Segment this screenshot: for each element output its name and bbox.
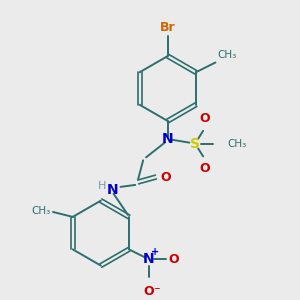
Text: O: O [143, 285, 154, 298]
Text: Br: Br [160, 21, 176, 34]
Text: N: N [162, 132, 173, 146]
Text: O: O [160, 171, 171, 184]
Text: O: O [200, 112, 210, 125]
Text: CH₃: CH₃ [228, 139, 247, 148]
Text: O: O [168, 253, 178, 266]
Text: ⁻: ⁻ [153, 285, 160, 298]
Text: H: H [98, 181, 106, 191]
Text: N: N [107, 183, 118, 197]
Text: CH₃: CH₃ [218, 50, 237, 61]
Text: CH₃: CH₃ [32, 206, 51, 216]
Text: S: S [190, 136, 200, 151]
Text: +: + [152, 247, 160, 257]
Text: N: N [143, 252, 154, 266]
Text: O: O [200, 162, 210, 175]
